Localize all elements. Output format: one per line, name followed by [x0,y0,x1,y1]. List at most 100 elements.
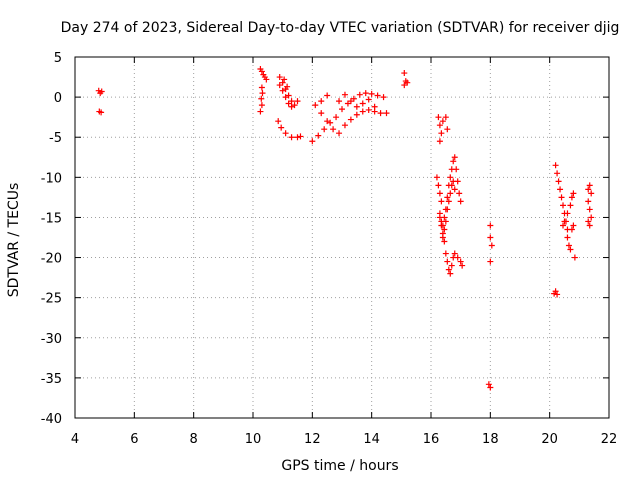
data-point [564,210,571,217]
x-tick-label: 18 [482,432,499,447]
data-point [438,130,445,137]
data-point [438,222,445,229]
data-point [447,270,454,277]
data-point [436,214,443,221]
data-point [451,250,458,257]
data-point [552,288,559,295]
data-point [365,106,372,113]
data-point [278,124,285,131]
data-point [560,202,567,209]
data-point [444,258,451,265]
data-point [435,114,442,121]
y-tick-label: 5 [54,51,62,66]
y-tick-label: -15 [41,211,62,226]
data-point [442,114,449,121]
data-point [565,242,572,249]
data-point [257,108,264,115]
data-point [586,222,593,229]
data-point [454,254,461,261]
data-point [554,291,561,298]
data-point [401,70,408,77]
data-point [447,190,454,197]
data-point [294,134,301,141]
data-point [445,266,452,273]
data-point [570,222,577,229]
data-point [560,222,567,229]
x-tick-label: 6 [130,432,138,447]
data-point [568,226,575,233]
grid [75,57,609,418]
data-point [571,254,578,261]
data-point [258,102,265,109]
data-point [457,198,464,205]
data-point [359,108,366,115]
data-point [341,122,348,129]
data-point [341,91,348,98]
x-tick-label: 10 [245,432,262,447]
chart-title: Day 274 of 2023, Sidereal Day-to-day VTE… [61,20,620,36]
data-point [284,83,291,90]
x-tick-label: 22 [601,432,618,447]
data-point [447,174,454,181]
data-point [451,186,458,193]
data-point [336,130,343,137]
data-point [552,162,559,169]
data-point [377,110,384,117]
data-points [95,66,595,391]
data-point [258,68,265,75]
data-point [585,218,592,225]
data-point [353,111,360,118]
data-point [487,384,494,391]
data-point [365,96,372,103]
data-point [275,118,282,125]
y-tick-label: -20 [41,252,62,267]
x-tick-label: 8 [190,432,198,447]
y-tick-label: 0 [54,91,62,106]
data-point [288,134,295,141]
data-point [487,258,494,265]
data-point [586,182,593,189]
data-point [258,95,265,102]
data-point [282,130,289,137]
data-point [359,100,366,107]
data-point [98,88,105,95]
data-point [347,98,354,105]
y-tick-label: -5 [49,131,62,146]
data-point [294,98,301,105]
data-point [98,109,105,116]
data-point [441,226,448,233]
data-point [281,76,288,83]
data-point [488,242,495,249]
x-tick-label: 16 [423,432,440,447]
data-point [448,262,455,269]
data-point [258,84,265,91]
data-point [333,114,340,121]
data-point [570,190,577,197]
data-point [353,103,360,110]
data-point [259,90,266,97]
data-point [288,103,295,110]
x-tick-label: 4 [71,432,79,447]
data-point [336,98,343,105]
data-point [487,234,494,241]
plot-frame [74,56,610,419]
data-point [433,174,440,181]
data-point [456,190,463,197]
y-axis-label: SDTVAR / TECUs [6,183,22,298]
data-point [276,82,283,89]
data-point [435,182,442,189]
data-point [374,92,381,99]
y-tick-label: -35 [41,372,62,387]
data-point [356,91,363,98]
data-point [444,206,451,213]
data-point [588,190,595,197]
y-tick-label: -10 [41,171,62,186]
x-axis-label: GPS time / hours [281,458,398,474]
data-point [448,182,455,189]
data-point [438,198,445,205]
data-point [318,98,325,105]
data-point [441,238,448,245]
data-point [444,126,451,133]
data-point [568,194,575,201]
